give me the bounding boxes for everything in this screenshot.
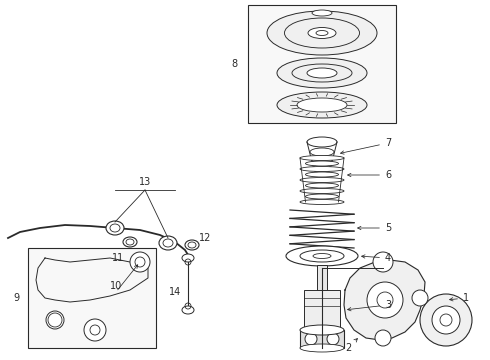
Ellipse shape <box>185 240 199 250</box>
Circle shape <box>130 252 150 272</box>
Ellipse shape <box>314 167 330 173</box>
Ellipse shape <box>310 148 334 156</box>
Bar <box>317 265 327 290</box>
Ellipse shape <box>300 344 344 352</box>
Ellipse shape <box>48 313 62 327</box>
Ellipse shape <box>267 11 377 55</box>
Ellipse shape <box>277 92 367 118</box>
Ellipse shape <box>182 254 194 262</box>
Ellipse shape <box>305 194 339 199</box>
Text: 14: 14 <box>169 287 181 297</box>
Text: 4: 4 <box>362 253 391 263</box>
Circle shape <box>432 306 460 334</box>
Ellipse shape <box>312 10 332 16</box>
Text: 2: 2 <box>345 338 357 353</box>
Circle shape <box>305 333 317 345</box>
Ellipse shape <box>307 68 337 78</box>
Ellipse shape <box>300 325 344 335</box>
Ellipse shape <box>305 172 339 177</box>
Text: 9: 9 <box>13 293 19 303</box>
Text: 6: 6 <box>347 170 391 180</box>
Bar <box>300 330 344 348</box>
Circle shape <box>375 330 391 346</box>
Bar <box>28 248 156 348</box>
Ellipse shape <box>308 27 336 39</box>
Ellipse shape <box>159 236 177 250</box>
Ellipse shape <box>286 246 358 266</box>
Ellipse shape <box>305 161 339 166</box>
Circle shape <box>412 290 428 306</box>
Text: 1: 1 <box>450 293 469 303</box>
Text: 12: 12 <box>199 233 211 243</box>
Circle shape <box>46 311 64 329</box>
Bar <box>304 290 340 330</box>
Text: 13: 13 <box>139 177 151 187</box>
Circle shape <box>367 282 403 318</box>
Ellipse shape <box>106 221 124 235</box>
Ellipse shape <box>305 183 339 188</box>
Text: 10: 10 <box>110 281 122 291</box>
Ellipse shape <box>300 199 344 204</box>
Ellipse shape <box>300 189 344 194</box>
Bar <box>248 5 396 123</box>
Text: 8: 8 <box>231 59 237 69</box>
Circle shape <box>327 333 339 345</box>
Circle shape <box>373 252 393 272</box>
Circle shape <box>420 294 472 346</box>
Ellipse shape <box>277 58 367 88</box>
Ellipse shape <box>312 157 332 163</box>
Ellipse shape <box>307 137 337 147</box>
Ellipse shape <box>314 164 330 170</box>
Ellipse shape <box>300 177 344 183</box>
Text: 5: 5 <box>358 223 391 233</box>
Text: 7: 7 <box>341 138 391 154</box>
Circle shape <box>84 319 106 341</box>
Ellipse shape <box>297 98 347 112</box>
Ellipse shape <box>182 306 194 314</box>
Text: 11: 11 <box>112 253 124 263</box>
Ellipse shape <box>300 166 344 171</box>
Ellipse shape <box>123 237 137 247</box>
Ellipse shape <box>300 156 344 161</box>
Polygon shape <box>344 260 425 340</box>
Text: 3: 3 <box>347 300 391 311</box>
